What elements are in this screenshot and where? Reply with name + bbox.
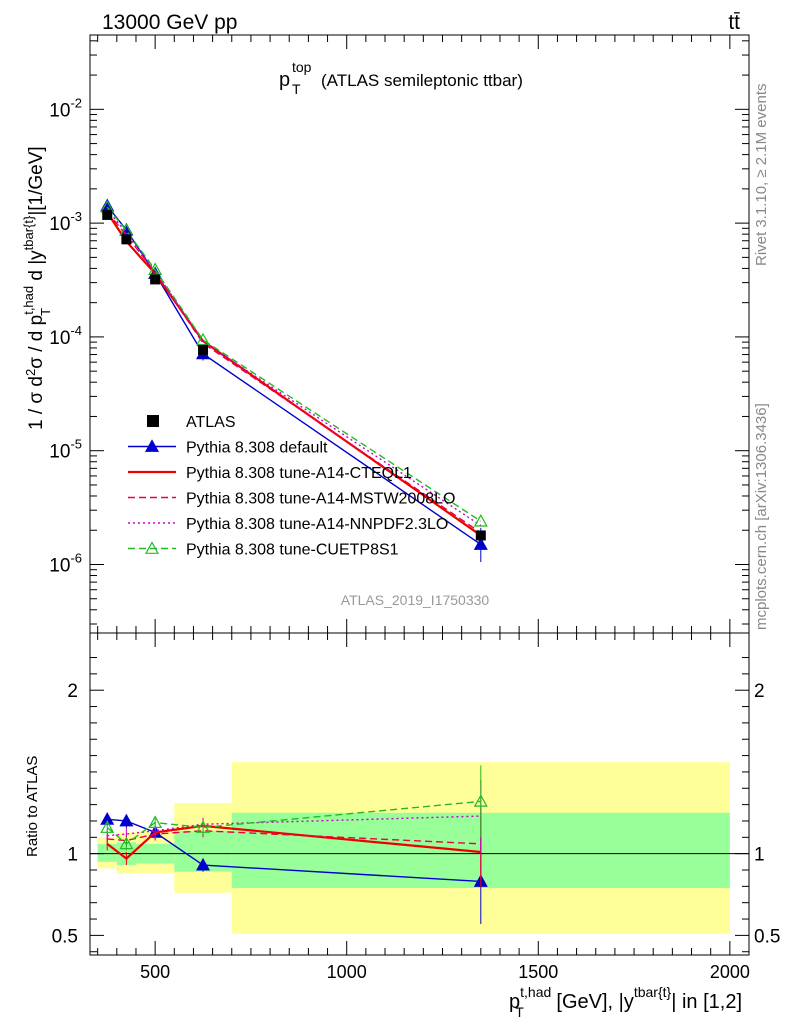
ratio-point bbox=[148, 815, 163, 829]
legend-label-atlas: ATLAS bbox=[186, 414, 236, 431]
ratio-y-tick-label: 0.5 bbox=[52, 926, 78, 947]
series-line bbox=[106, 209, 482, 527]
data-point bbox=[150, 274, 161, 285]
legend-label: Pythia 8.308 tune-A14-NNPDF2.3LO bbox=[186, 516, 448, 533]
x-tick-label: 1000 bbox=[327, 962, 367, 982]
legend-marker bbox=[144, 439, 160, 452]
energy-label: 13000 GeV pp bbox=[102, 11, 237, 34]
title-sup: top bbox=[292, 59, 312, 75]
process-label: tt̄ bbox=[728, 11, 740, 34]
x-axis-label: pt,had T [GeV], |ytbar{t}| in [1,2] bbox=[509, 984, 742, 1020]
series-line bbox=[106, 211, 482, 537]
data-point bbox=[475, 530, 486, 541]
chart-marks bbox=[100, 198, 488, 924]
ratio-ylabel: Ratio to ATLAS bbox=[24, 756, 41, 857]
y-tick-label: 10-4 bbox=[49, 323, 82, 349]
title-rest: (ATLAS semileptonic ttbar) bbox=[321, 71, 523, 90]
main-ylabel: 1 / σ d2σ / d pt,had T d |ytbar{t}|[1/GeV… bbox=[21, 146, 53, 430]
y-tick-label: 10-2 bbox=[49, 95, 82, 121]
legend: ATLAS Pythia 8.308 default Pythia 8.308 tu… bbox=[128, 414, 455, 559]
analysis-id-text: ATLAS_2019_I1750330 bbox=[341, 592, 490, 608]
ratio-point bbox=[196, 857, 211, 871]
y-tick-label: 10-3 bbox=[49, 209, 82, 235]
ratio-point bbox=[196, 820, 211, 833]
ratio-y-tick-label-right: 0.5 bbox=[754, 926, 780, 947]
ratio-point bbox=[119, 813, 134, 827]
x-tick-label: 500 bbox=[140, 962, 170, 982]
main-series-2 bbox=[106, 211, 482, 534]
ratio-y-tick-label: 2 bbox=[67, 681, 78, 702]
main-y-axis-label: 1 / σ d2σ / d pt,had T d |ytbar{t}|[1/GeV… bbox=[21, 146, 53, 430]
title-main: p bbox=[279, 69, 290, 91]
main-series-3 bbox=[106, 209, 482, 527]
legend-label: Pythia 8.308 default bbox=[186, 440, 328, 457]
chart-title: p top T (ATLAS semileptonic ttbar) bbox=[279, 59, 523, 97]
analysis-id: ATLAS_2019_I1750330 bbox=[341, 592, 490, 608]
main-plot-frame: 10-6 10-5 10-4 10-3 10-2 bbox=[49, 34, 750, 634]
ratio-y-axis-label: Ratio to ATLAS bbox=[24, 756, 41, 857]
ratio-y-tick-label: 1 bbox=[67, 845, 78, 866]
series-point bbox=[196, 332, 211, 346]
x-tick-label: 1500 bbox=[518, 962, 558, 982]
x-tick-label: 2000 bbox=[710, 962, 750, 982]
site-label: mcplots.cern.ch [arXiv:1306.3436] bbox=[753, 403, 770, 630]
ratio-series-4 bbox=[100, 765, 488, 851]
xlabel: pt,had T [GeV], |ytbar{t}| in [1,2] bbox=[509, 984, 742, 1020]
y-tick-label: 10-6 bbox=[49, 550, 82, 576]
y-tick-label: 10-5 bbox=[49, 437, 82, 463]
legend-label: Pythia 8.308 tune-A14-CTEQL1 bbox=[186, 465, 412, 482]
title-sub: T bbox=[292, 81, 301, 97]
data-point bbox=[121, 234, 132, 245]
ratio-point bbox=[473, 794, 488, 807]
ratio-frame-border bbox=[89, 632, 750, 956]
legend-label: Pythia 8.308 tune-A14-MSTW2008LO bbox=[186, 491, 455, 508]
series-point bbox=[473, 513, 488, 527]
ratio-point bbox=[100, 820, 115, 833]
ratio-point bbox=[119, 836, 134, 850]
legend-marker bbox=[144, 541, 160, 554]
series-line bbox=[106, 206, 482, 522]
data-point bbox=[102, 209, 113, 220]
legend-label: Pythia 8.308 tune-CUETP8S1 bbox=[186, 542, 399, 559]
legend-marker-atlas bbox=[147, 415, 159, 427]
series-line bbox=[106, 211, 482, 534]
rivet-label: Rivet 3.1.10, ≥ 2.1M events bbox=[753, 84, 770, 267]
main-series-1 bbox=[106, 211, 482, 537]
ratio-y-tick-label-right: 2 bbox=[754, 681, 765, 702]
ratio-y-tick-label-right: 1 bbox=[754, 845, 765, 866]
data-point bbox=[198, 344, 209, 355]
